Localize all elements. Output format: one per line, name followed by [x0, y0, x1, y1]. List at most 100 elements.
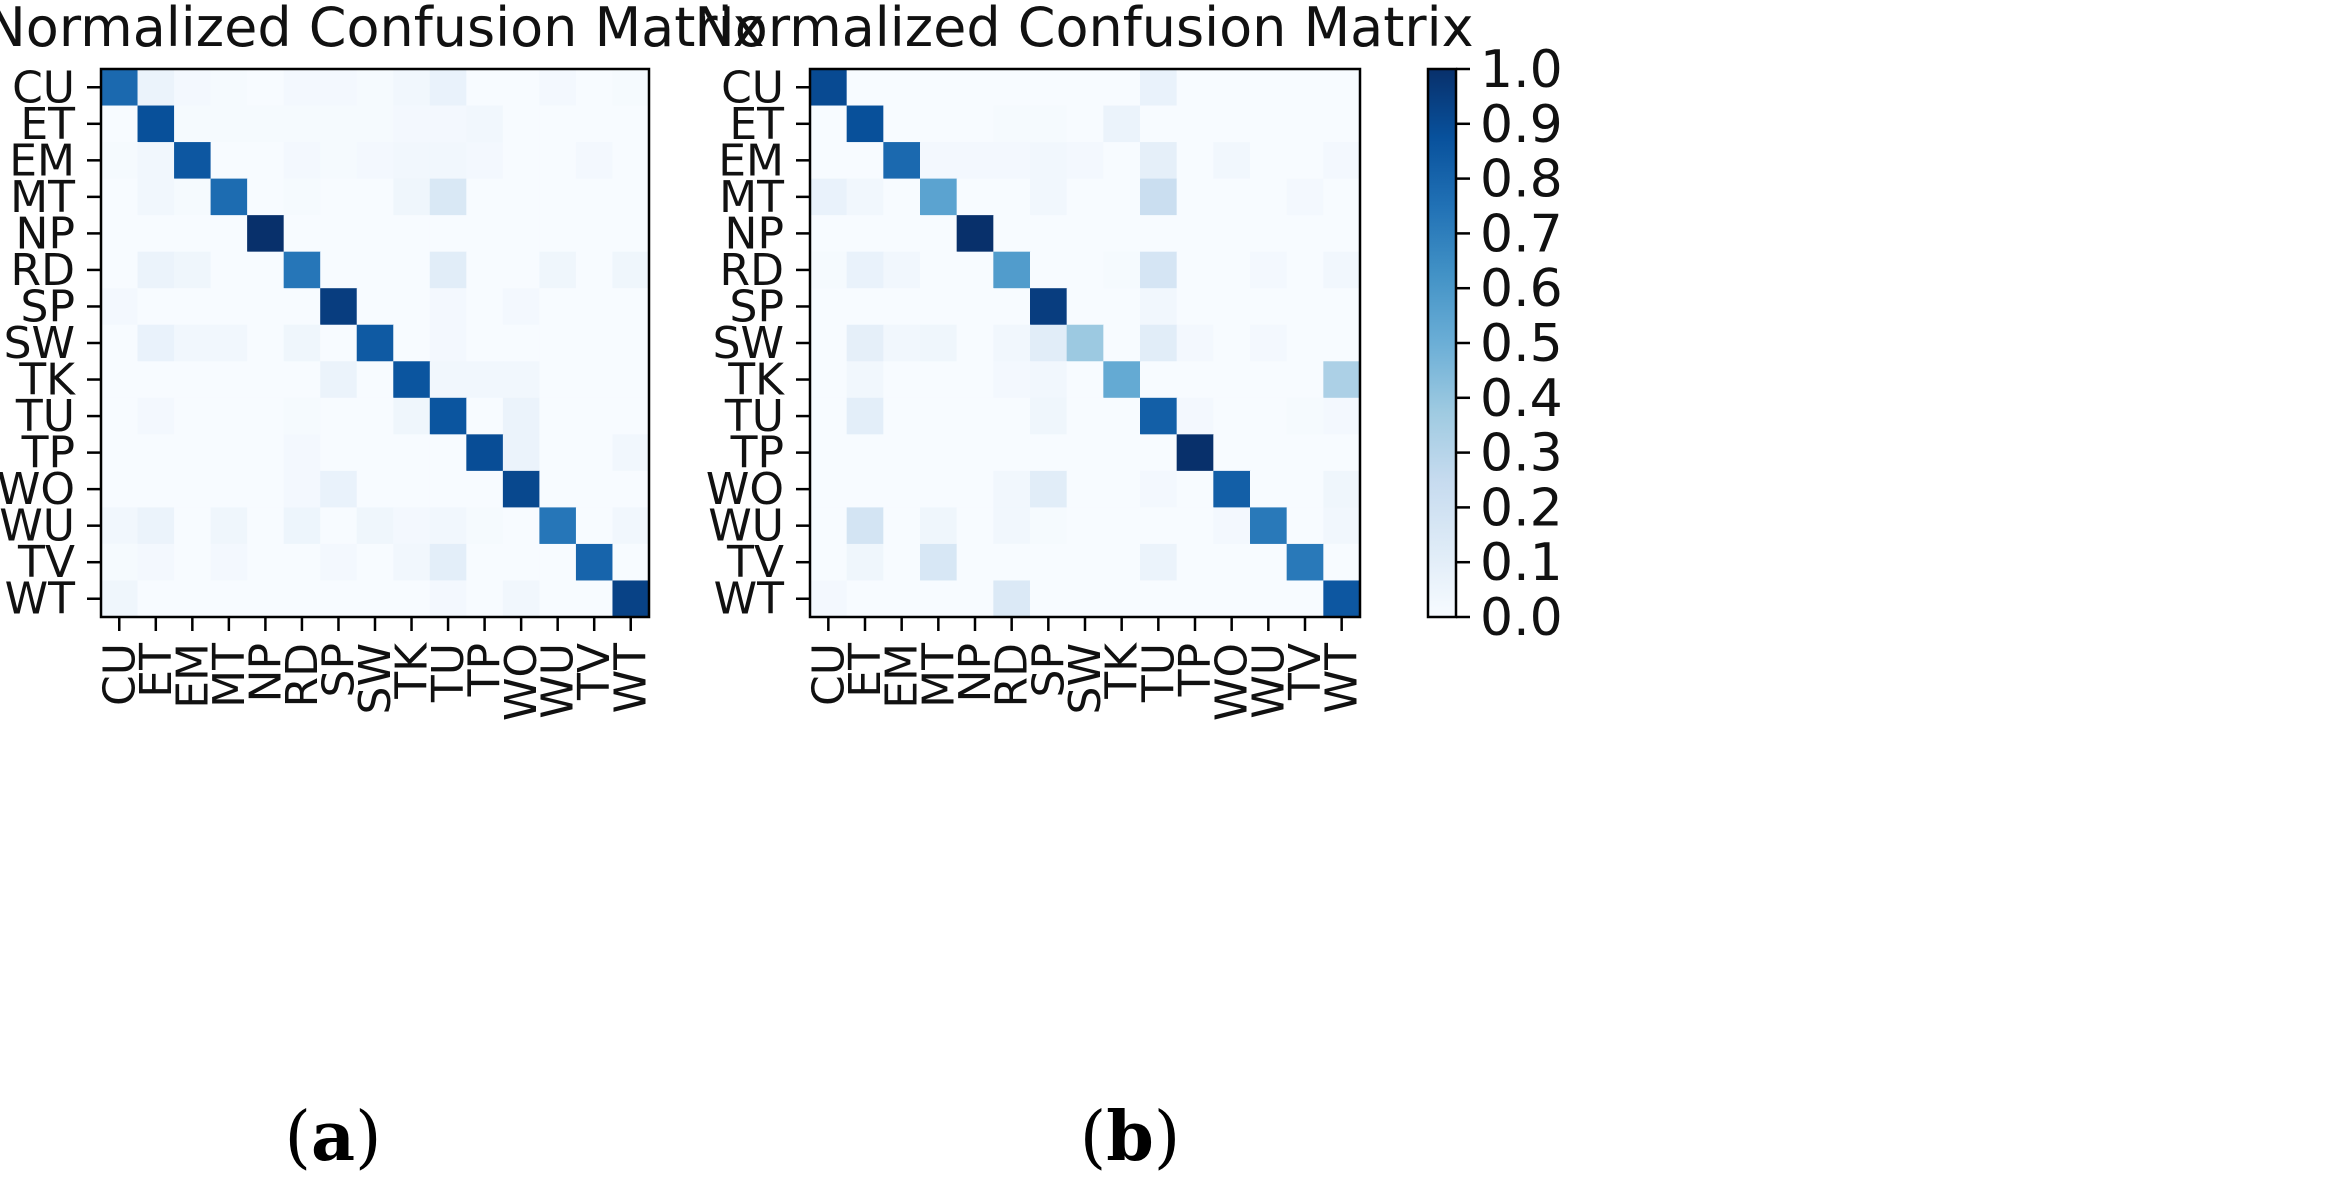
heatmap-cell-em-em: [174, 142, 212, 180]
heatmap-cell-wo-wu: [539, 470, 577, 508]
heatmap-cell-wu-sw: [356, 507, 394, 545]
heatmap-cell-tv-tk: [393, 543, 431, 582]
heatmap-cell-sw-tk: [1103, 324, 1141, 362]
heatmap-cell-sp-sw: [356, 288, 394, 326]
heatmap-cell-mt-tu: [429, 178, 467, 216]
x-tick-label: TK: [1097, 642, 1148, 700]
y-tick-label: WT: [714, 574, 785, 625]
heatmap-cell-tp-sp: [1030, 434, 1068, 472]
heatmap-cell-em-wo: [1213, 142, 1251, 180]
heatmap-cell-tv-et: [137, 543, 175, 582]
heatmap-cell-np-rd: [993, 215, 1031, 253]
heatmap-cell-rd-sw: [356, 251, 394, 289]
heatmap-cell-np-wo: [502, 215, 540, 253]
heatmap-cell-wt-mt: [920, 580, 958, 618]
x-tick-label: RD: [277, 643, 328, 707]
heatmap-cell-mt-sp: [320, 178, 358, 216]
heatmap-cell-tk-tv: [575, 361, 614, 399]
heatmap-cell-tk-tu: [1140, 361, 1178, 399]
heatmap-cell-et-mt: [920, 105, 958, 143]
heatmap-cell-tp-rd: [993, 434, 1031, 472]
heatmap-cell-em-tu: [1140, 142, 1178, 180]
heatmap-cell-tk-em: [174, 361, 212, 399]
heatmap-cell-cu-tv: [575, 69, 614, 107]
heatmap-cell-wu-em: [174, 507, 212, 545]
heatmap-cell-tp-tk: [1103, 434, 1141, 472]
heatmap-cell-tp-tp: [466, 434, 504, 472]
x-tick-label: TV: [569, 643, 620, 701]
heatmap-cell-tv-cu: [810, 543, 848, 582]
y-tick-label: TU: [724, 391, 784, 442]
heatmap-cell-wu-tv: [575, 507, 614, 545]
heatmap-cell-wu-rd: [283, 507, 321, 545]
heatmap-cell-em-mt: [920, 142, 958, 180]
heatmap-cell-wu-rd: [993, 507, 1031, 545]
heatmap-cell-wo-sw: [1066, 470, 1104, 508]
heatmap-cell-np-tk: [1103, 215, 1141, 253]
heatmap-cell-rd-tu: [429, 251, 467, 289]
heatmap-cell-sp-et: [137, 288, 175, 326]
heatmap-cell-wt-em: [174, 580, 212, 618]
heatmap-cell-et-wu: [539, 105, 577, 143]
heatmap-cell-em-em: [883, 142, 921, 180]
heatmap-cell-sp-tk: [393, 288, 431, 326]
colorbar-tick-label: 0.3: [1480, 424, 1563, 484]
heatmap-cell-mt-cu: [810, 178, 848, 216]
heatmap-cell-tu-wo: [1213, 397, 1251, 435]
heatmap-cell-et-np: [247, 105, 285, 143]
heatmap-cell-sp-em: [883, 288, 921, 326]
heatmap-cell-tu-rd: [283, 397, 321, 435]
heatmap-cell-sp-np: [956, 288, 994, 326]
heatmap-cell-tk-tu: [429, 361, 467, 399]
heatmap-cell-em-tv: [575, 142, 614, 180]
y-tick-label: RD: [11, 245, 75, 296]
heatmap-cell-cu-mt: [920, 69, 958, 107]
heatmap-cell-rd-wu: [1250, 251, 1288, 289]
heatmap-cell-sp-tk: [1103, 288, 1141, 326]
heatmap-cell-tp-np: [956, 434, 994, 472]
heatmap-cell-np-np: [956, 215, 994, 253]
heatmap-cell-mt-cu: [101, 178, 139, 216]
heatmap-cell-tu-tv: [1286, 397, 1324, 435]
heatmap-cell-cu-np: [247, 69, 285, 107]
heatmap-cell-cu-wu: [1250, 69, 1288, 107]
heatmap-cell-cu-wo: [502, 69, 540, 107]
y-tick-label: TP: [21, 428, 75, 479]
heatmap-cell-sp-wu: [1250, 288, 1288, 326]
heatmap-cell-tu-wt: [612, 397, 650, 435]
heatmap-cell-tu-wu: [539, 397, 577, 435]
heatmap-cell-sw-wo: [502, 324, 540, 362]
heatmap-cell-tk-sw: [356, 361, 394, 399]
heatmap-cell-et-mt: [210, 105, 248, 143]
heatmap-cell-np-wt: [612, 215, 650, 253]
y-tick-label: EM: [718, 135, 784, 186]
heatmap-cell-em-wo: [502, 142, 540, 180]
heatmap-cell-rd-cu: [810, 251, 848, 289]
heatmap-cell-wu-wu: [1250, 507, 1288, 545]
heatmap-cell-sw-tp: [466, 324, 504, 362]
heatmap-cell-sw-mt: [210, 324, 248, 362]
heatmap-cell-wo-wo: [1213, 470, 1251, 508]
heatmap-cell-sp-em: [174, 288, 212, 326]
heatmap-cell-wo-em: [174, 470, 212, 508]
heatmap-cell-wt-sp: [320, 580, 358, 618]
heatmap-cell-tp-sp: [320, 434, 358, 472]
heatmap-cell-et-em: [883, 105, 921, 143]
heatmap-cell-wo-wo: [502, 470, 540, 508]
heatmap-cell-rd-sw: [1066, 251, 1104, 289]
heatmap-cell-wu-em: [883, 507, 921, 545]
heatmap-cells: [101, 69, 650, 618]
heatmap-cell-wu-wu: [539, 507, 577, 545]
heatmap-cell-tk-rd: [283, 361, 321, 399]
heatmap-cell-wt-wt: [612, 580, 650, 618]
heatmap-cell-em-wt: [1323, 142, 1361, 180]
heatmap-cell-cu-cu: [101, 69, 139, 107]
heatmap-cell-tk-wu: [539, 361, 577, 399]
heatmap-cell-tv-wt: [1323, 543, 1361, 582]
heatmap-cell-mt-mt: [210, 178, 248, 216]
heatmap-cell-sp-rd: [993, 288, 1031, 326]
heatmap-cell-tu-wo: [502, 397, 540, 435]
heatmap-cell-tk-et: [846, 361, 884, 399]
heatmap-cell-tp-cu: [810, 434, 848, 472]
heatmap-cell-cu-tk: [1103, 69, 1141, 107]
